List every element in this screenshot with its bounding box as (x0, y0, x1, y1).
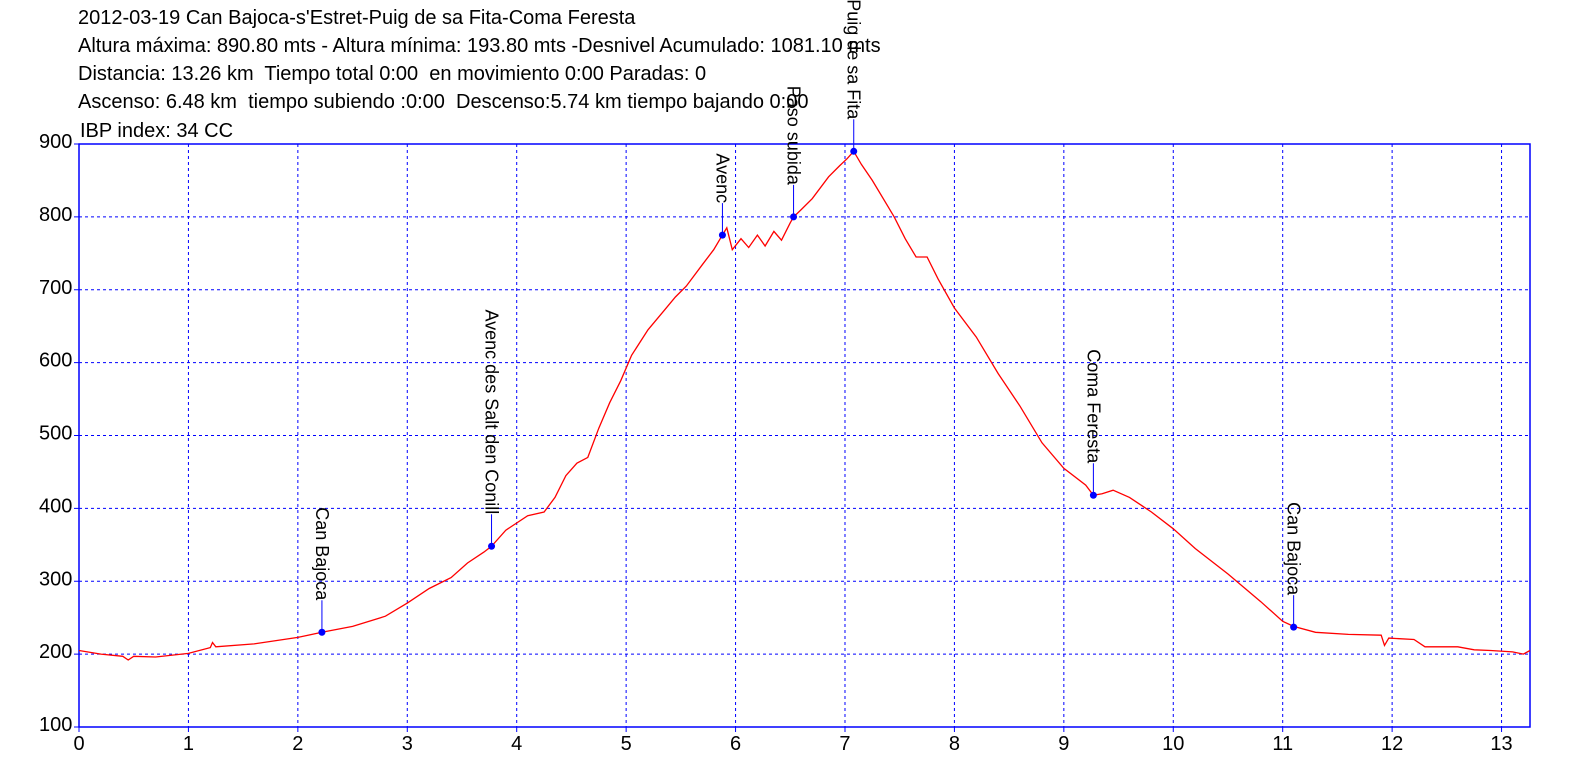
y-tick-label: 100 (39, 714, 72, 736)
x-tick-label: 2 (292, 733, 303, 755)
y-tick-label: 200 (39, 641, 72, 663)
x-tick-label: 10 (1162, 733, 1184, 755)
y-tick-label: 400 (39, 495, 72, 517)
x-tick-label: 0 (73, 733, 84, 755)
waypoint-marker (488, 542, 496, 550)
waypoint-marker (1089, 491, 1097, 499)
x-tick-label: 4 (511, 733, 522, 755)
ascent-descent-summary: Ascenso: 6.48 km tiempo subiendo :0:00 D… (78, 91, 809, 113)
y-tick-label: 700 (39, 277, 72, 299)
x-tick-label: 8 (949, 733, 960, 755)
waypoint-label: Coma Feresta (1083, 349, 1103, 464)
y-tick-label: 300 (39, 568, 72, 590)
altitude-summary: Altura máxima: 890.80 mts - Altura mínim… (78, 35, 881, 57)
waypoint-label: Avenc des Salt den Conill (482, 309, 502, 514)
waypoint-marker (790, 213, 798, 221)
y-tick-label: 600 (39, 350, 72, 372)
distance-summary: Distancia: 13.26 km Tiempo total 0:00 en… (78, 63, 707, 85)
waypoint-marker (318, 628, 326, 636)
waypoint-label: Puig de sa Fita (844, 0, 864, 120)
waypoint-markers: Can Bajoca Avenc des Salt den Conill Avenc… (312, 0, 1304, 636)
axis-ticks: 0 1 2 3 4 5 6 7 8 9 10 11 12 131002003004005006007008… (39, 131, 1513, 755)
x-tick-label: 3 (402, 733, 413, 755)
waypoint-label: Paso subida (784, 86, 804, 186)
x-tick-label: 11 (1272, 733, 1293, 755)
waypoint-marker (850, 147, 858, 155)
x-tick-label: 9 (1058, 733, 1069, 755)
x-tick-label: 1 (183, 733, 194, 755)
waypoint-marker (1290, 623, 1298, 631)
chart-title: 2012-03-19 Can Bajoca-s'Estret-Puig de s… (78, 7, 636, 29)
y-tick-label: 500 (39, 423, 72, 445)
y-tick-label: 800 (39, 204, 72, 226)
grid-lines (79, 144, 1530, 727)
waypoint-label: Can Bajoca (312, 507, 332, 601)
waypoint-label: Can Bajoca (1284, 502, 1304, 596)
x-tick-label: 7 (839, 733, 850, 755)
x-tick-label: 13 (1490, 733, 1512, 755)
x-tick-label: 5 (621, 733, 632, 755)
x-tick-label: 6 (730, 733, 741, 755)
waypoint-marker (718, 231, 726, 239)
y-tick-label: 900 (39, 131, 72, 153)
x-tick-label: 12 (1381, 733, 1403, 755)
ibp-index-label: IBP index: 34 CC (80, 120, 233, 142)
chart-header: 2012-03-19 Can Bajoca-s'Estret-Puig de s… (78, 4, 881, 116)
waypoint-label: Avenc (712, 153, 732, 203)
elevation-line (78, 150, 1531, 661)
